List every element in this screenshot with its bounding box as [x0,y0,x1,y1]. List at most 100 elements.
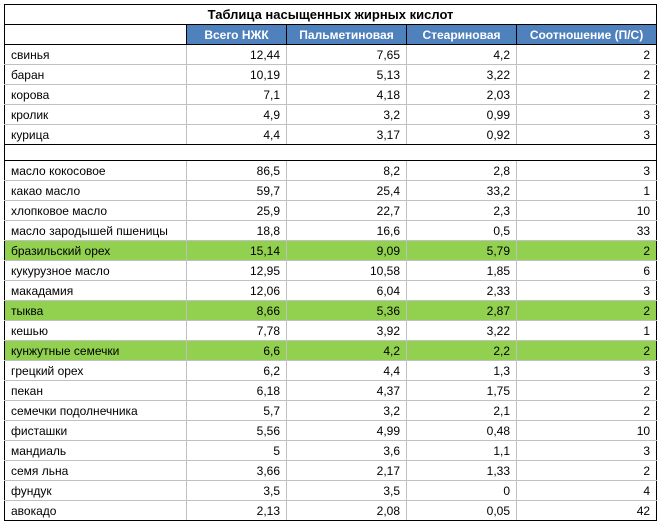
row-label: кукурузное масло [5,261,187,281]
cell-value: 1 [517,321,657,341]
table-row: тыква8,665,362,872 [5,301,657,321]
row-label: курица [5,125,187,145]
cell-value: 4,37 [287,381,407,401]
cell-value: 2 [517,401,657,421]
cell-value: 15,14 [187,241,287,261]
cell-value: 6,18 [187,381,287,401]
cell-value: 5 [187,441,287,461]
cell-value: 5,79 [407,241,517,261]
cell-value: 42 [517,501,657,521]
table-row: кукурузное масло12,9510,581,856 [5,261,657,281]
column-header: Соотношение (П/С) [517,25,657,45]
cell-value: 22,7 [287,201,407,221]
row-label: масло кокосовое [5,161,187,181]
cell-value: 12,06 [187,281,287,301]
table-row: хлопковое масло25,922,72,310 [5,201,657,221]
cell-value: 2 [517,85,657,105]
table-row: масло кокосовое86,58,22,83 [5,161,657,181]
cell-value: 3,2 [287,105,407,125]
cell-value: 0,05 [407,501,517,521]
table-row: фисташки5,564,990,4810 [5,421,657,441]
table-title: Таблица насыщенных жирных кислот [5,5,657,25]
cell-value: 9,09 [287,241,407,261]
cell-value: 10 [517,201,657,221]
cell-value: 3 [517,161,657,181]
table-row: курица4,43,170,923 [5,125,657,145]
cell-value: 4 [517,481,657,501]
table-row: корова7,14,182,032 [5,85,657,105]
table-row: какао масло59,725,433,21 [5,181,657,201]
row-label: баран [5,65,187,85]
cell-value: 10,19 [187,65,287,85]
row-label: макадамия [5,281,187,301]
cell-value: 25,4 [287,181,407,201]
cell-value: 0,5 [407,221,517,241]
cell-value: 59,7 [187,181,287,201]
cell-value: 33,2 [407,181,517,201]
cell-value: 1,85 [407,261,517,281]
cell-value: 3,22 [407,65,517,85]
table-row: кролик4,93,20,993 [5,105,657,125]
column-header: Всего НЖК [187,25,287,45]
cell-value: 3 [517,361,657,381]
row-label: семя льна [5,461,187,481]
cell-value: 4,18 [287,85,407,105]
table-row: грецкий орех6,24,41,33 [5,361,657,381]
cell-value: 1 [517,181,657,201]
cell-value: 2,17 [287,461,407,481]
cell-value: 0 [407,481,517,501]
table-row: семечки подолнечника5,73,22,12 [5,401,657,421]
cell-value: 7,1 [187,85,287,105]
cell-value: 2 [517,341,657,361]
row-label: свинья [5,45,187,65]
cell-value: 3 [517,105,657,125]
cell-value: 8,66 [187,301,287,321]
cell-value: 3,5 [187,481,287,501]
cell-value: 2,03 [407,85,517,105]
column-header: Стеариновая [407,25,517,45]
cell-value: 7,78 [187,321,287,341]
row-label: семечки подолнечника [5,401,187,421]
row-label: тыква [5,301,187,321]
cell-value: 12,95 [187,261,287,281]
cell-value: 2 [517,65,657,85]
group-spacer [5,145,657,161]
cell-value: 6 [517,261,657,281]
cell-value: 3,22 [407,321,517,341]
row-label: кешью [5,321,187,341]
table-row: фундук3,53,504 [5,481,657,501]
cell-value: 25,9 [187,201,287,221]
row-label: мандиаль [5,441,187,461]
table-row: пекан6,184,371,752 [5,381,657,401]
cell-value: 2,87 [407,301,517,321]
cell-value: 5,36 [287,301,407,321]
table-row: макадамия12,066,042,333 [5,281,657,301]
table-row: свинья12,447,654,22 [5,45,657,65]
header-rowlabel [5,25,187,45]
cell-value: 1,75 [407,381,517,401]
fatty-acids-table: Таблица насыщенных жирных кислотВсего НЖ… [4,4,657,521]
cell-value: 2 [517,461,657,481]
cell-value: 12,44 [187,45,287,65]
cell-value: 6,6 [187,341,287,361]
cell-value: 3,5 [287,481,407,501]
table-row: семя льна3,662,171,332 [5,461,657,481]
cell-value: 6,04 [287,281,407,301]
cell-value: 3 [517,281,657,301]
row-label: авокадо [5,501,187,521]
column-header: Пальметиновая [287,25,407,45]
cell-value: 18,8 [187,221,287,241]
cell-value: 7,65 [287,45,407,65]
cell-value: 33 [517,221,657,241]
cell-value: 3,66 [187,461,287,481]
row-label: фундук [5,481,187,501]
cell-value: 10,58 [287,261,407,281]
table-row: мандиаль53,61,13 [5,441,657,461]
row-label: хлопковое масло [5,201,187,221]
row-label: кунжутные семечки [5,341,187,361]
cell-value: 2 [517,381,657,401]
cell-value: 3,6 [287,441,407,461]
cell-value: 5,56 [187,421,287,441]
cell-value: 4,9 [187,105,287,125]
cell-value: 2,08 [287,501,407,521]
